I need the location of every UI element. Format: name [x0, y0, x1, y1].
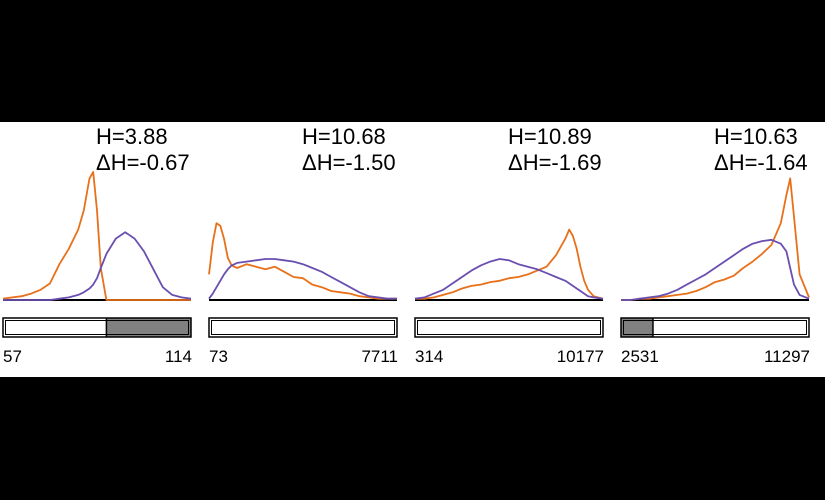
range-max-label-1: 114: [100, 347, 192, 367]
series-line-1-panel-1: [3, 172, 191, 300]
range-min-label-1: 57: [3, 347, 22, 367]
entropy-label-1: H=3.88: [96, 124, 168, 150]
entropy-delta-label-3: ΔH=-1.69: [508, 150, 602, 176]
series-line-2-panel-4: [621, 240, 809, 300]
entropy-delta-label-4: ΔH=-1.64: [714, 150, 808, 176]
range-max-label-2: 7711: [306, 347, 398, 367]
entropy-label-4: H=10.63: [714, 124, 798, 150]
series-line-1-panel-4: [621, 178, 809, 300]
series-line-1-panel-3: [415, 230, 603, 299]
entropy-delta-label-2: ΔH=-1.50: [302, 150, 396, 176]
entropy-label-3: H=10.89: [508, 124, 592, 150]
series-line-1-panel-2: [209, 223, 397, 299]
range-bar-inner-2: [212, 321, 395, 335]
entropy-delta-label-1: ΔH=-0.67: [96, 150, 190, 176]
series-line-2-panel-1: [3, 232, 191, 300]
entropy-label-2: H=10.68: [302, 124, 386, 150]
range-min-label-3: 314: [415, 347, 443, 367]
chart-strip: H=3.88 ΔH=-0.67 57 114 H=10.68 ΔH=-1.50 …: [0, 122, 825, 377]
range-max-label-4: 11297: [718, 347, 810, 367]
range-min-label-4: 2531: [621, 347, 659, 367]
range-bar-inner-3: [418, 321, 601, 335]
range-max-label-3: 10177: [512, 347, 604, 367]
range-min-label-2: 73: [209, 347, 228, 367]
